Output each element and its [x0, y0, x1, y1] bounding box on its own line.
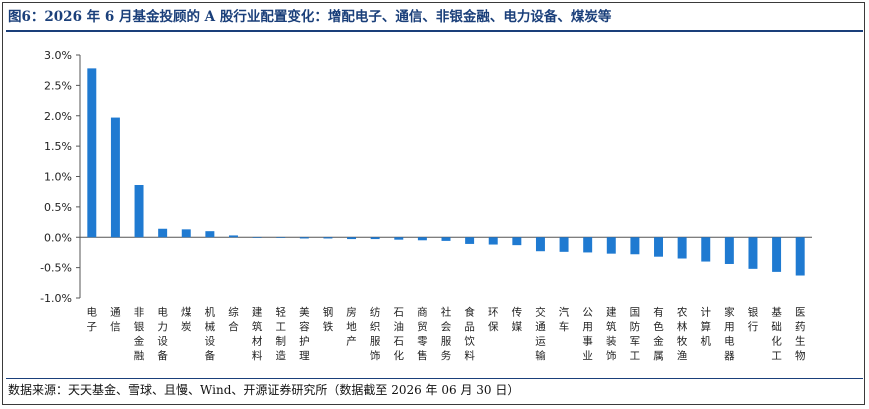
bar-29 — [772, 237, 782, 272]
x-tick-label: 纺织服饰 — [370, 305, 381, 362]
bar-14 — [417, 237, 427, 241]
x-tick-label: 钢铁 — [323, 305, 334, 333]
bar-26 — [701, 237, 711, 262]
bar-17 — [488, 237, 498, 245]
x-tick-label: 电力设备 — [157, 305, 168, 362]
y-tick-label: 3.0% — [44, 49, 72, 62]
x-tick-label: 商贸零售 — [417, 305, 428, 362]
bar-3 — [158, 228, 168, 238]
x-tick-label: 煤炭 — [181, 305, 192, 333]
x-tick-label: 社会服务 — [441, 305, 452, 362]
bar-layer — [87, 68, 805, 276]
x-tick-label: 建筑装饰 — [606, 305, 617, 362]
bar-21 — [583, 237, 593, 253]
bar-20 — [559, 237, 569, 252]
bar-15 — [441, 237, 451, 241]
bar-4 — [181, 229, 191, 238]
bar-8 — [276, 237, 286, 238]
bar-0 — [87, 68, 97, 238]
bar-16 — [465, 237, 475, 244]
source-rule — [6, 378, 863, 379]
x-tick-label: 综合 — [228, 305, 239, 333]
x-tick-label: 美容护理 — [299, 305, 310, 362]
bar-19 — [535, 237, 545, 252]
bar-5 — [205, 231, 215, 238]
bar-18 — [512, 237, 522, 246]
bar-23 — [630, 237, 640, 255]
x-tick-label: 汽车 — [559, 305, 570, 333]
x-tick-label: 基础化工 — [771, 305, 782, 362]
bar-30 — [795, 237, 805, 276]
x-tick-label: 农林牧渔 — [677, 305, 688, 362]
x-tick-label: 医药生物 — [795, 306, 806, 362]
source-note: 数据来源：天天基金、雪球、且慢、Wind、开源证券研究所（数据截至 2026 年… — [8, 383, 520, 397]
y-tick-label: 0.0% — [44, 231, 72, 244]
y-tick-label: 0.5% — [44, 201, 72, 214]
x-tick-label: 石油石化 — [394, 306, 405, 362]
x-tick-label: 通信 — [110, 306, 121, 333]
bar-22 — [606, 237, 616, 254]
label-layer: -1.0% -0.5% 0.0% 0.5% 1.0% 1.5% 2.0% 2.5% 3.0% 电子… — [40, 49, 805, 362]
bar-10 — [323, 237, 333, 239]
title-rule — [6, 30, 863, 32]
y-tick-label: 1.0% — [44, 171, 72, 184]
bar-1 — [110, 117, 120, 238]
x-tick-label: 交通运输 — [535, 305, 546, 362]
x-tick-label: 建筑材料 — [252, 305, 263, 362]
bar-27 — [724, 237, 734, 264]
bar-2 — [134, 185, 144, 238]
x-tick-label: 环保 — [488, 306, 499, 333]
x-tick-label: 有色金属 — [653, 305, 664, 362]
x-tick-label: 计算机 — [700, 305, 711, 347]
x-tick-label: 电子 — [87, 305, 98, 333]
bar-28 — [748, 237, 758, 269]
x-tick-label: 传媒 — [512, 306, 523, 333]
y-tick-label: 2.0% — [44, 110, 72, 123]
x-tick-label: 非银金融 — [134, 306, 145, 362]
x-tick-label: 食品饮料 — [464, 305, 475, 362]
y-tick-label: 2.5% — [44, 79, 72, 92]
bar-12 — [370, 237, 380, 240]
x-tick-label: 机械设备 — [205, 305, 216, 362]
bar-9 — [299, 237, 309, 239]
y-tick-label: -0.5% — [40, 262, 72, 275]
y-tick-label: -1.0% — [40, 292, 72, 305]
bar-7 — [252, 237, 262, 238]
x-tick-label: 国防军工 — [630, 306, 641, 362]
x-tick-label: 银行 — [748, 305, 759, 333]
bar-6 — [229, 235, 238, 238]
figure-title: 图6：2026 年 6 月基金投顾的 A 股行业配置变化：增配电子、通信、非银金… — [8, 9, 612, 25]
figure-frame — [2, 2, 865, 405]
x-tick-label: 公用事业 — [582, 306, 593, 362]
bar-25 — [677, 237, 687, 259]
x-tick-label: 房地产 — [346, 305, 357, 347]
bar-13 — [394, 237, 404, 240]
x-tick-label: 家用电器 — [724, 305, 735, 362]
y-tick-label: 1.5% — [44, 140, 72, 153]
x-tick-label: 轻工制造 — [275, 305, 286, 362]
bar-24 — [654, 237, 663, 257]
bar-11 — [347, 237, 357, 240]
